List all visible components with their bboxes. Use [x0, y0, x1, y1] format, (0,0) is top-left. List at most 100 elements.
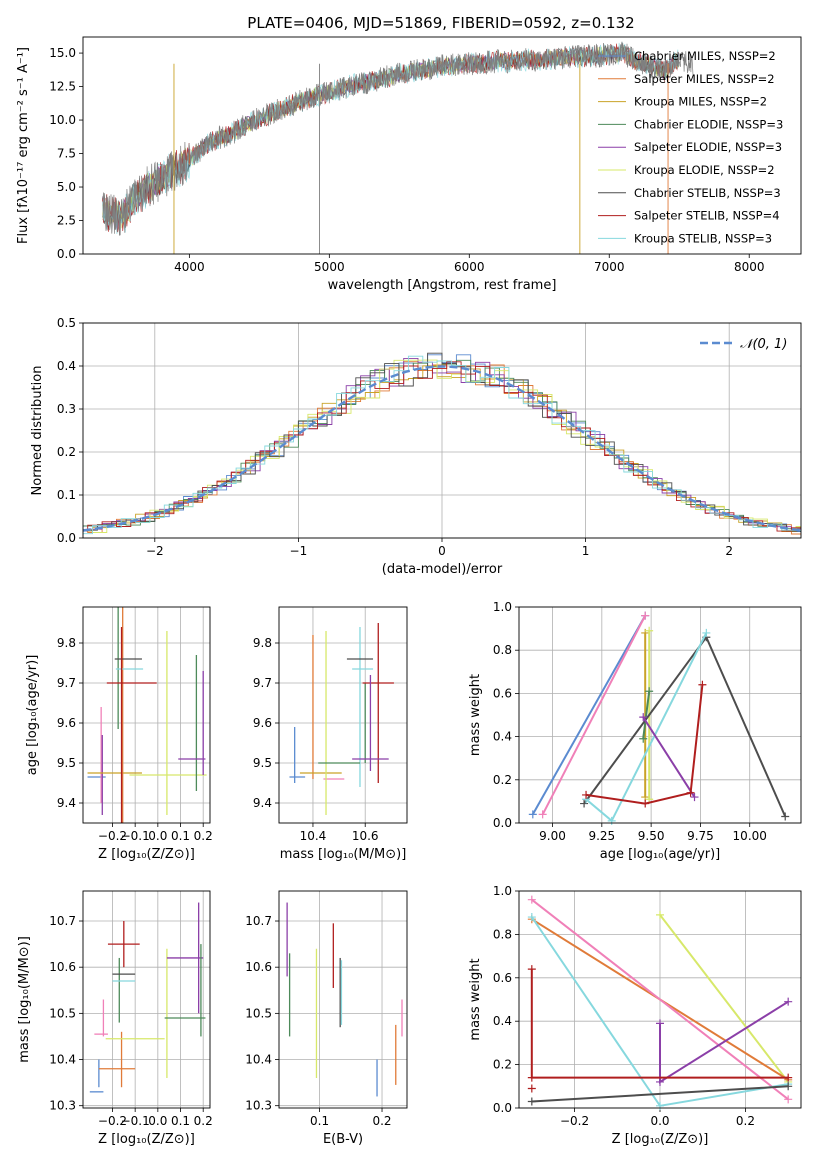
mass-vs-Z-xtick-label: 0.1	[171, 1114, 190, 1128]
weight-vs-Z-ytick-label: 0.6	[493, 971, 512, 985]
weight-vs-Z-marker	[784, 1073, 793, 1082]
age-vs-Z-ytick-label: 9.7	[57, 676, 76, 690]
mass-vs-Z-ylabel: mass [log₁₀(M/M⊙)]	[17, 936, 32, 1063]
weight-vs-age-marker	[641, 611, 650, 620]
spectrum-legend-label: Salpeter MILES, NSSP=2	[634, 72, 775, 86]
age-vs-Z-xtick-label: 0.0	[148, 829, 167, 843]
gaussian-legend-label: 𝒩(0, 1)	[740, 337, 787, 352]
mass-vs-EBV-frame	[278, 890, 408, 1109]
weight-vs-Z-ylabel: mass weight	[468, 958, 483, 1040]
mass-vs-EBV-ytick-label: 10.5	[245, 1006, 272, 1020]
spectrum-legend-label: Chabrier MILES, NSSP=2	[634, 49, 776, 63]
weight-vs-age-ylabel: mass weight	[468, 674, 483, 756]
age-vs-Z-xtick-label: −0.2	[98, 829, 127, 843]
weight-vs-Z-ytick-label: 0.2	[493, 1058, 512, 1072]
residuals-ytick-label: 0.3	[57, 402, 76, 416]
mass-vs-Z-ytick-label: 10.3	[49, 1099, 76, 1113]
weight-vs-Z-series-line	[531, 1085, 789, 1103]
spectrum-ytick-label: 2.5	[57, 214, 76, 228]
weight-vs-age-marker	[582, 790, 591, 799]
residual-histogram	[83, 357, 801, 531]
age-vs-mass-ytick-label: 9.6	[253, 716, 272, 730]
residuals-ylabel: Normed distribution	[30, 366, 45, 496]
weight-vs-Z-marker	[527, 1073, 536, 1082]
weight-vs-age-xtick-label: 9.75	[687, 829, 714, 843]
spectrum-observed-line	[102, 41, 694, 236]
mass-vs-Z-ytick-label: 10.5	[49, 1006, 76, 1020]
weight-vs-age-xtick-label: 10.00	[733, 829, 767, 843]
weight-vs-age-xlabel: age [log₁₀(age/yr)]	[600, 847, 721, 862]
gaussian-curve	[82, 365, 802, 532]
weight-vs-Z-marker	[656, 1101, 664, 1110]
spectrum-xtick-label: 8000	[734, 260, 765, 274]
residuals-ytick-label: 0.4	[57, 359, 76, 373]
weight-vs-Z-ytick-label: 0.4	[493, 1014, 512, 1028]
weight-vs-age-frame	[518, 606, 802, 824]
weight-vs-age-marker	[528, 810, 537, 819]
weight-vs-Z-marker	[527, 895, 536, 904]
spectrum-frame	[82, 36, 802, 255]
age-vs-mass-xlabel: mass [log₁₀(M/M⊙)]	[280, 847, 407, 862]
residuals-xtick-label: −2	[146, 544, 164, 558]
weight-vs-age-marker	[690, 793, 699, 802]
mass-vs-EBV-xtick-label: 0.1	[310, 1114, 329, 1128]
age-vs-Z-ytick-label: 9.5	[57, 756, 76, 770]
weight-vs-Z-xlabel: Z [log₁₀(Z/Z⊙)]	[612, 1132, 709, 1147]
spectrum-xtick-label: 7000	[594, 260, 625, 274]
age-vs-Z-ytick-label: 9.6	[57, 716, 76, 730]
weight-vs-Z-ytick-label: 0.8	[493, 927, 512, 941]
mass-vs-EBV-xtick-label: 0.2	[372, 1114, 391, 1128]
age-vs-Z-ylabel: age [log₁₀(age/yr)]	[25, 655, 40, 776]
weight-vs-Z-series-line	[531, 898, 789, 1101]
weight-vs-age-series-line	[642, 691, 651, 739]
weight-vs-age-marker	[781, 812, 790, 821]
age-vs-mass-ytick-label: 9.5	[253, 756, 272, 770]
weight-vs-age-marker	[641, 799, 650, 808]
mass-vs-Z-xtick-label: −0.1	[121, 1114, 150, 1128]
weight-vs-Z-marker	[784, 1082, 793, 1091]
age-vs-Z-xtick-label: −0.1	[121, 829, 150, 843]
spectrum-legend-label: Kroupa STELIB, NSSP=3	[634, 231, 772, 245]
residuals-ytick-label: 0.1	[57, 488, 76, 502]
weight-vs-Z-xtick-label: 0.2	[736, 1114, 755, 1128]
residuals-xtick-label: 2	[725, 544, 733, 558]
weight-vs-age-marker	[686, 788, 695, 797]
weight-vs-Z-marker	[784, 997, 793, 1006]
age-vs-Z-frame	[82, 606, 211, 824]
spectrum-title: PLATE=0406, MJD=51869, FIBERID=0592, z=0…	[247, 14, 634, 32]
weight-vs-age-marker	[645, 626, 654, 635]
age-vs-Z-ytick-label: 9.4	[57, 796, 76, 810]
weight-vs-Z-marker	[656, 1077, 664, 1086]
mass-vs-Z-xtick-label: −0.2	[98, 1114, 127, 1128]
spectrum-xlabel: wavelength [Angstrom, rest frame]	[328, 278, 557, 293]
weight-vs-Z-xtick-label: −0.2	[560, 1114, 589, 1128]
spectrum-xtick-label: 5000	[314, 260, 345, 274]
residuals-xtick-label: 1	[582, 544, 590, 558]
weight-vs-age-marker	[702, 628, 711, 637]
weight-vs-age-series-line	[642, 716, 696, 798]
mass-vs-Z-ytick-label: 10.7	[49, 914, 76, 928]
spectrum-legend-label: Salpeter STELIB, NSSP=4	[634, 209, 780, 223]
weight-vs-age-series-line	[531, 615, 647, 815]
mass-vs-Z-xtick-label: 0.0	[148, 1114, 167, 1128]
weight-vs-age-series-line	[541, 615, 647, 815]
age-vs-mass-xtick-label: 10.4	[300, 829, 327, 843]
residuals-ytick-label: 0.5	[57, 316, 76, 330]
weight-vs-age-marker	[645, 687, 654, 696]
weight-vs-age-xtick-label: 9.50	[638, 829, 665, 843]
spectrum-ytick-label: 10.0	[49, 113, 76, 127]
residuals-xtick-label: 0	[438, 544, 446, 558]
age-vs-Z-ytick-label: 9.8	[57, 636, 76, 650]
mass-vs-EBV-ytick-label: 10.7	[245, 914, 272, 928]
mass-vs-EBV-ytick-label: 10.4	[245, 1053, 272, 1067]
spectrum-legend-label: Salpeter ELODIE, NSSP=3	[634, 140, 782, 154]
spectrum-xtick-label: 4000	[174, 260, 205, 274]
residuals-ytick-label: 0.0	[57, 531, 76, 545]
weight-vs-age-ytick-label: 0.2	[493, 773, 512, 787]
residual-histogram	[83, 352, 801, 535]
spectrum-legend-label: Chabrier ELODIE, NSSP=3	[634, 117, 783, 131]
mass-vs-EBV-ytick-label: 10.3	[245, 1099, 272, 1113]
mass-vs-Z-frame	[82, 890, 211, 1109]
residual-histogram	[83, 355, 801, 535]
weight-vs-Z-marker	[527, 1097, 536, 1106]
